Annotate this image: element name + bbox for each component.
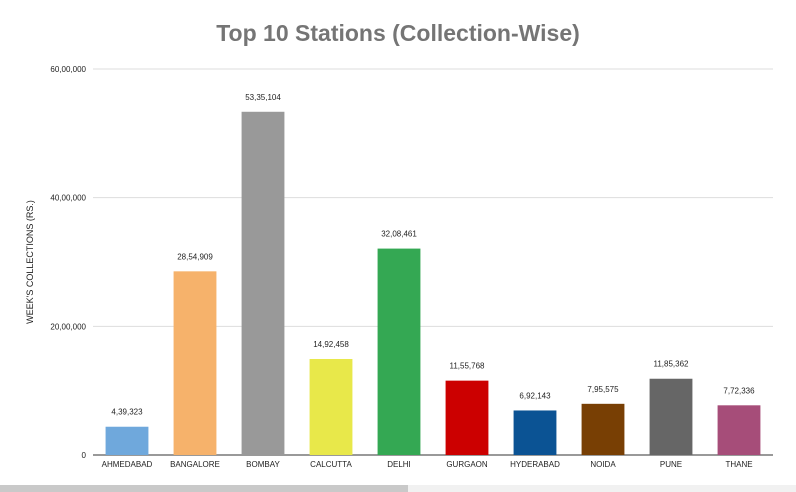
data-label: 7,95,575: [587, 385, 619, 394]
chart-title: Top 10 Stations (Collection-Wise): [216, 20, 580, 46]
x-tick-label: BANGALORE: [170, 460, 220, 469]
x-tick-label: DELHI: [387, 460, 411, 469]
data-label: 7,72,336: [723, 386, 755, 395]
data-label: 6,92,143: [519, 391, 551, 400]
x-tick-label: AHMEDABAD: [102, 460, 153, 469]
bar-gurgaon: [445, 380, 489, 455]
data-label: 28,54,909: [177, 252, 213, 261]
data-label: 11,55,768: [450, 362, 486, 371]
bar-hyderabad: [513, 410, 557, 455]
x-tick-label: THANE: [725, 460, 752, 469]
data-label: 53,35,104: [245, 93, 281, 102]
bar-calcutta: [309, 358, 353, 455]
x-tick-label: BOMBAY: [246, 460, 280, 469]
bar-ahmedabad: [105, 426, 149, 455]
y-tick-label: 0: [82, 451, 87, 460]
data-label: 14,92,458: [313, 340, 349, 349]
bar-thane: [717, 405, 761, 455]
horizontal-scrollbar[interactable]: [0, 485, 796, 492]
scrollbar-thumb[interactable]: [0, 485, 408, 492]
data-label: 32,08,461: [381, 230, 417, 239]
y-tick-label: 60,00,000: [50, 65, 86, 74]
data-label: 11,85,362: [654, 360, 690, 369]
x-tick-label: CALCUTTA: [310, 460, 352, 469]
bar-bangalore: [173, 271, 217, 455]
bar-bombay: [241, 111, 285, 456]
data-label: 4,39,323: [111, 408, 143, 417]
x-tick-label: NOIDA: [590, 460, 616, 469]
y-tick-label: 20,00,000: [50, 322, 86, 331]
y-axis-title: WEEK'S COLLECTIONS (RS.): [25, 200, 35, 324]
x-tick-label: GURGAON: [446, 460, 488, 469]
bar-pune: [649, 378, 693, 455]
x-tick-label: HYDERABAD: [510, 460, 560, 469]
x-tick-label: PUNE: [660, 460, 682, 469]
bar-noida: [581, 403, 625, 455]
bar-delhi: [377, 248, 421, 455]
y-tick-label: 40,00,000: [50, 194, 86, 203]
